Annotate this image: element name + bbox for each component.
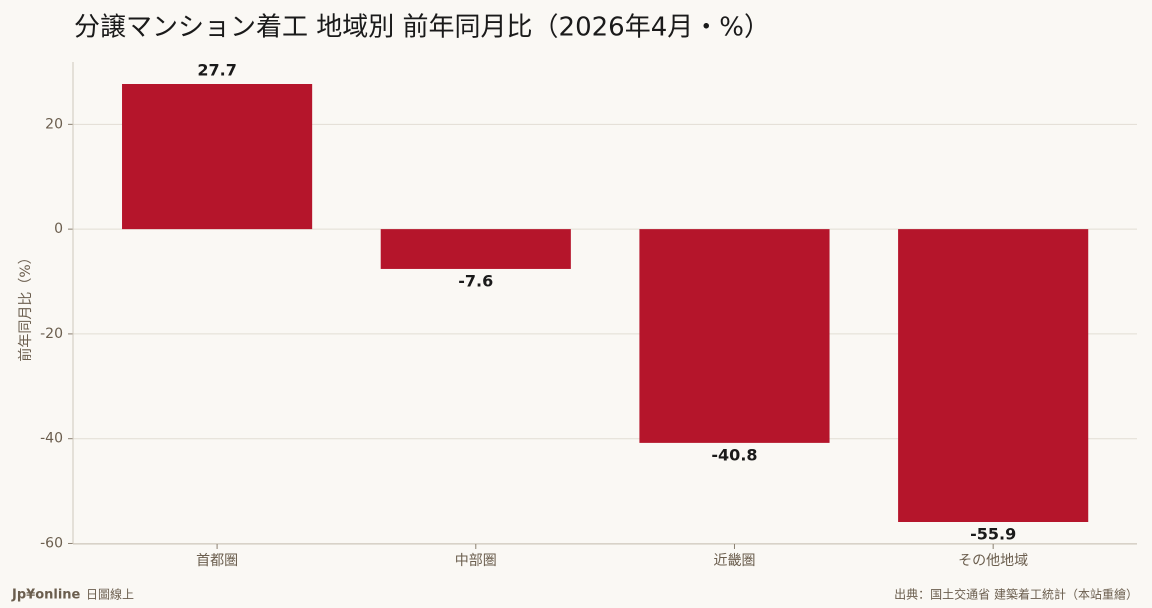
value-label: -7.6 [458,271,493,290]
source: 出典：国土交通省 建築着工統計（本站重繪） [894,587,1138,602]
x-tick-label: その他地域 [958,553,1028,569]
y-tick-label: 20 [45,116,63,132]
bar [380,229,571,269]
value-label: -40.8 [711,445,757,464]
x-tick-label: 中部圏 [455,553,497,569]
chart-title: 分譲マンション着工 地域別 前年同月比（2026年4月・%） [74,13,770,43]
brand: Jp¥online [11,588,81,603]
y-axis-label: 前年同月比（%） [17,250,34,361]
brand-sub: 日圖線上 [86,587,134,602]
bar [898,229,1089,522]
bar [122,84,313,230]
y-tick-label: -60 [40,535,63,551]
x-tick-label: 首都圏 [196,553,238,569]
value-label: -55.9 [970,524,1016,543]
value-label: 27.7 [197,61,236,80]
y-tick-label: 0 [54,221,63,237]
y-tick-label: -20 [40,326,63,342]
y-tick-label: -40 [40,431,63,447]
bar [639,229,830,443]
x-tick-label: 近畿圏 [713,553,755,569]
